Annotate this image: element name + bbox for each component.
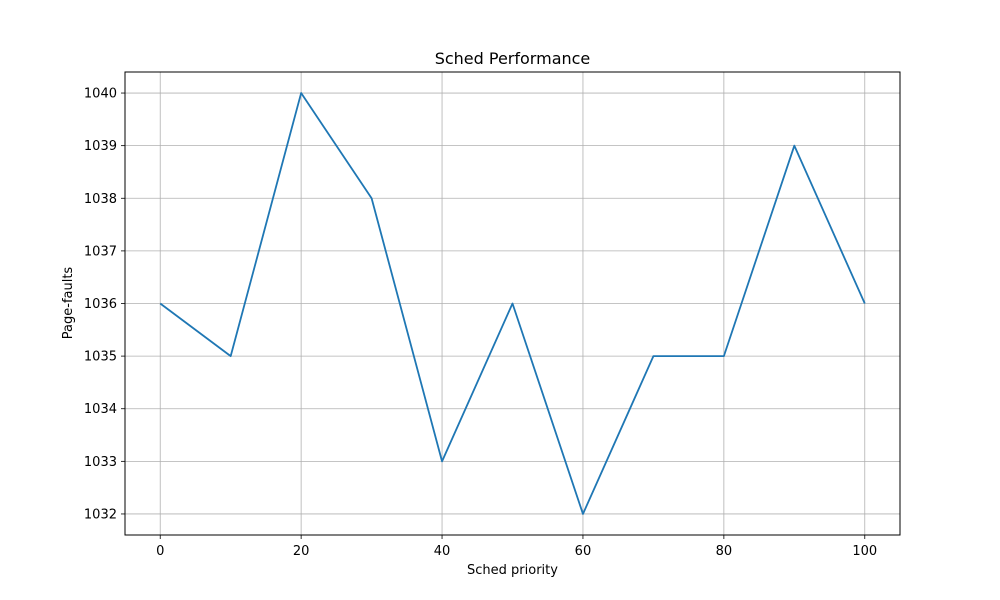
x-tick-label: 100: [852, 544, 877, 559]
x-tick-label: 60: [575, 544, 592, 559]
y-tick-label: 1039: [84, 139, 117, 154]
x-axis-label: Sched priority: [467, 563, 558, 578]
axis-ticks: 0 20 40 60 80 100 1032 1033 1034 1035 1036 1037 1038…: [84, 87, 877, 559]
chart-title: Sched Performance: [435, 49, 591, 68]
x-tick-label: 80: [716, 544, 733, 559]
y-axis-label: Page-faults: [61, 267, 76, 340]
x-tick-label: 40: [434, 544, 451, 559]
y-tick-label: 1034: [84, 402, 117, 417]
y-tick-label: 1035: [84, 350, 117, 365]
x-tick-label: 0: [156, 544, 164, 559]
series-lines: [159, 92, 866, 515]
y-tick-label: 1033: [84, 455, 117, 470]
x-tick-label: 20: [293, 544, 310, 559]
y-tick-label: 1032: [84, 507, 117, 522]
y-tick-label: 1038: [84, 192, 117, 207]
y-tick-label: 1037: [84, 244, 117, 259]
y-tick-label: 1036: [84, 297, 117, 312]
y-tick-label: 1040: [84, 87, 117, 102]
